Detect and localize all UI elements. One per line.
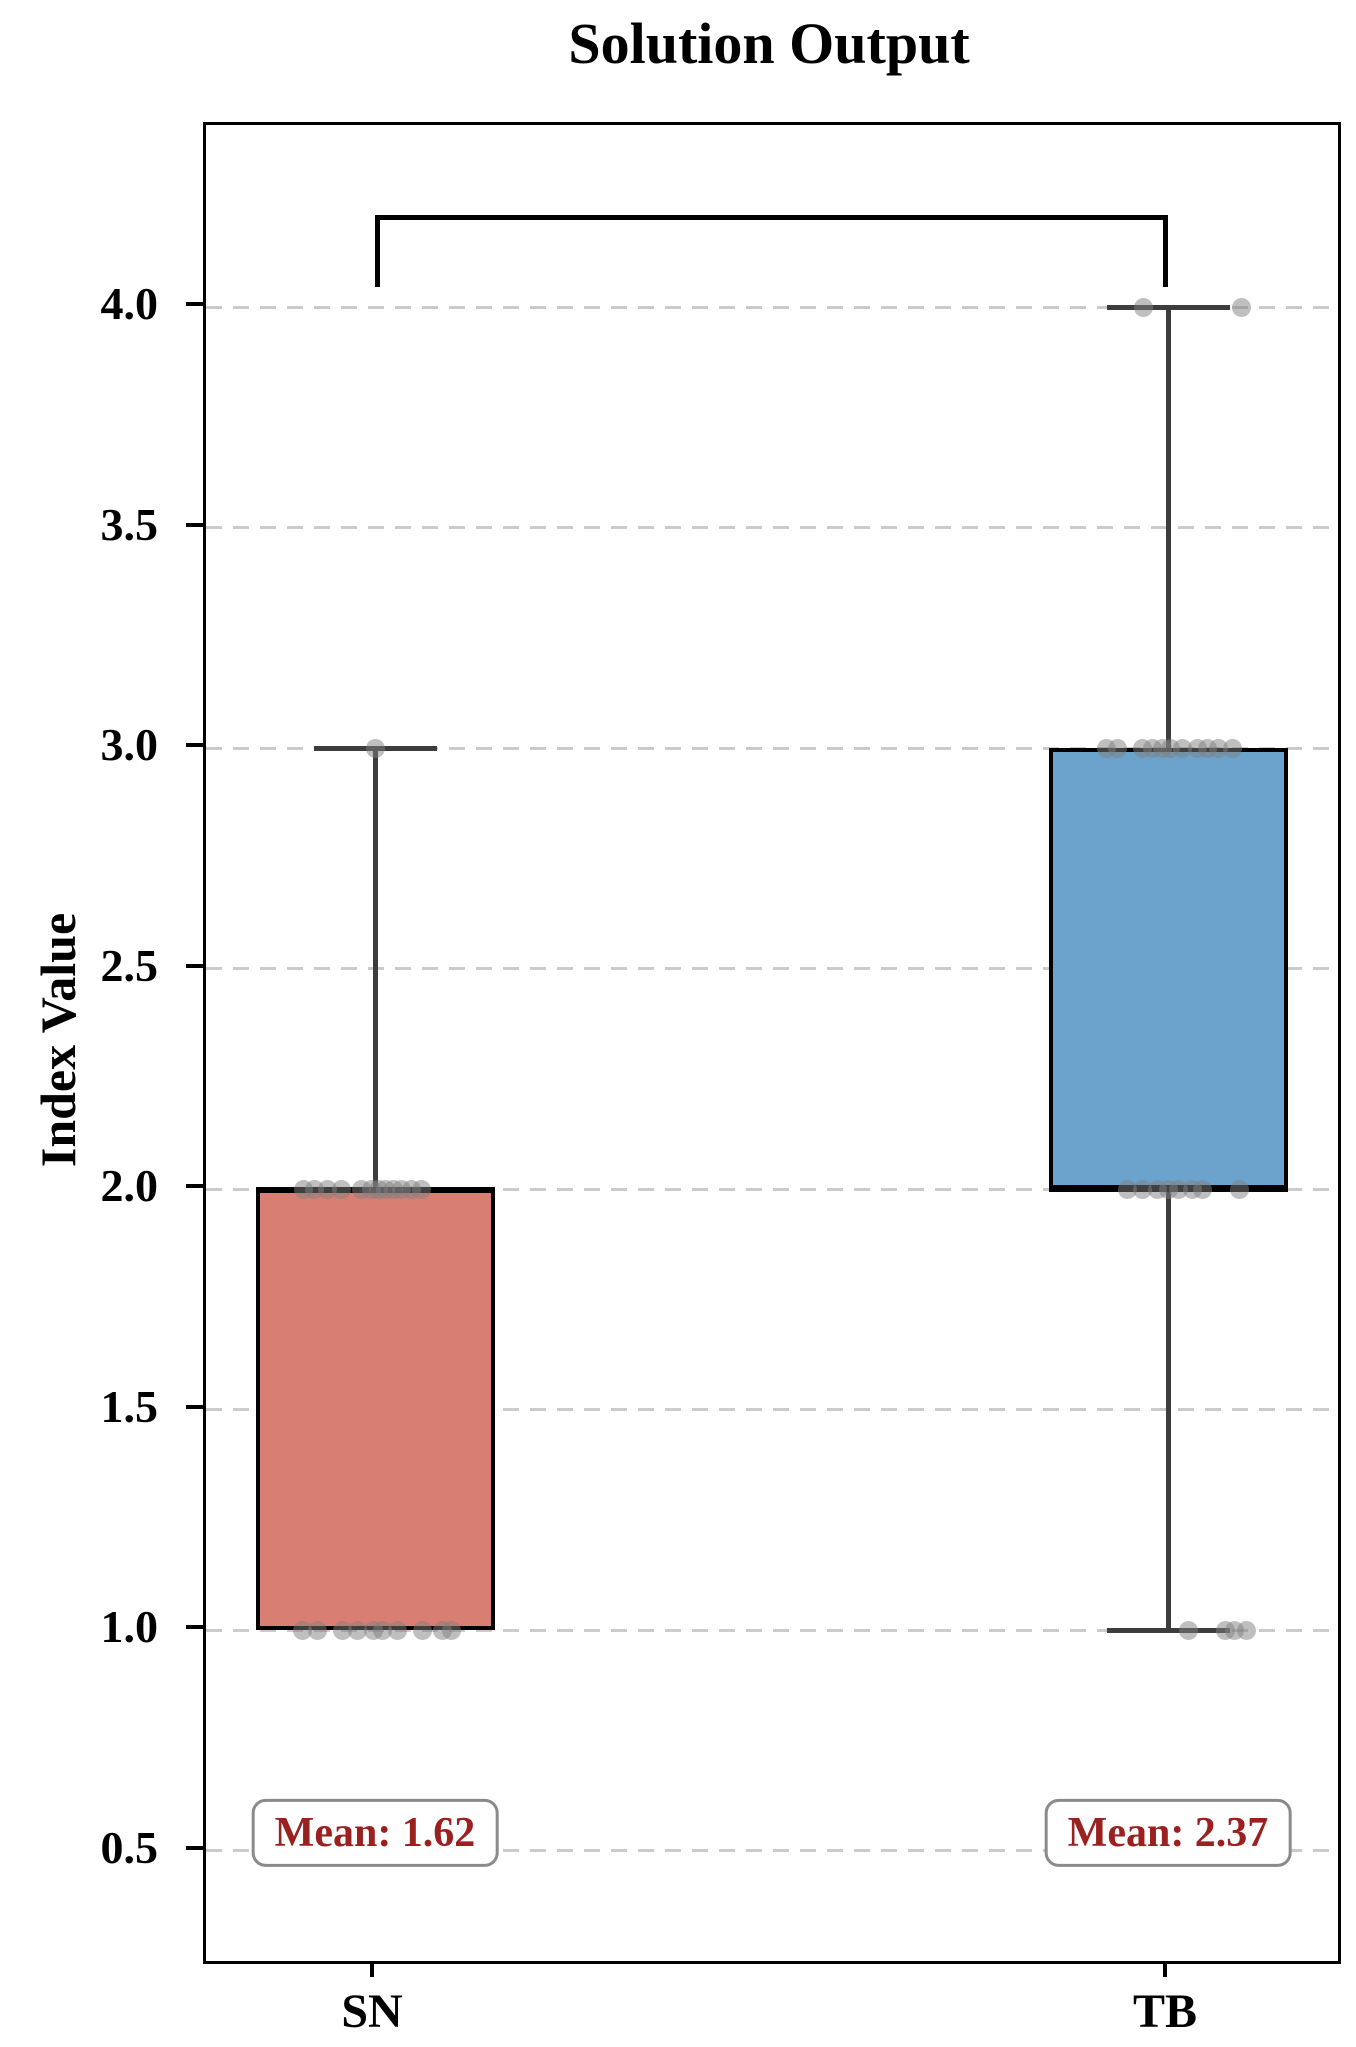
gridline xyxy=(206,1408,1338,1412)
jitter-point xyxy=(1178,1620,1198,1640)
x-tick-label-sn: SN xyxy=(341,1985,403,2038)
jitter-point xyxy=(411,1179,431,1199)
jitter-point xyxy=(412,1620,432,1640)
x-tick-label-tb: TB xyxy=(1132,1985,1198,2038)
jitter-point xyxy=(292,1620,312,1640)
whisker-stem xyxy=(1165,307,1171,749)
y-tick-mark xyxy=(186,1404,206,1409)
jitter-point xyxy=(1231,297,1251,317)
whisker-cap xyxy=(1106,304,1230,310)
jitter-point xyxy=(441,1620,461,1640)
gridline xyxy=(206,305,1338,309)
box-sn xyxy=(255,1189,495,1631)
jitter-point xyxy=(1192,1179,1212,1199)
whisker-cap xyxy=(1106,1627,1230,1633)
jitter-point xyxy=(317,1179,337,1199)
jitter-point xyxy=(1132,1179,1152,1199)
y-tick-label: 4.0 xyxy=(100,278,159,330)
gridline xyxy=(206,746,1338,750)
jitter-point xyxy=(1236,1620,1256,1640)
gridline xyxy=(206,1187,1338,1191)
plot-area: Mean: 1.62 Mean: 2.37 xyxy=(203,122,1341,1964)
jitter-point xyxy=(331,1179,351,1199)
jitter-point xyxy=(332,1620,352,1640)
y-tick-label: 0.5 xyxy=(100,1821,159,1873)
chart-title: Solution Output xyxy=(568,11,970,76)
gridline xyxy=(206,967,1338,971)
whisker-stem xyxy=(372,748,378,1190)
x-tick-mark xyxy=(370,1961,374,1977)
jitter-point xyxy=(347,1620,367,1640)
x-tick-mark xyxy=(1163,1961,1167,1977)
mean-annotation-tb: Mean: 2.37 xyxy=(1044,1799,1292,1868)
jitter-point xyxy=(307,1620,327,1640)
y-tick-label: 1.0 xyxy=(100,1601,159,1653)
significance-bracket xyxy=(375,214,1168,288)
box-tb xyxy=(1048,748,1288,1190)
jitter-point xyxy=(1117,1179,1137,1199)
jitter-point xyxy=(1222,738,1242,758)
y-tick-mark xyxy=(186,1625,206,1630)
y-tick-label: 2.0 xyxy=(100,1160,159,1212)
y-tick-mark xyxy=(186,522,206,527)
jitter-point xyxy=(365,738,385,758)
jitter-point xyxy=(1172,738,1192,758)
y-tick-label: 3.5 xyxy=(100,498,159,550)
y-tick-mark xyxy=(186,1845,206,1850)
jitter-point xyxy=(1229,1179,1249,1199)
y-tick-mark xyxy=(186,963,206,968)
gridline xyxy=(206,1849,1338,1853)
y-tick-label: 2.5 xyxy=(100,939,159,991)
y-tick-mark xyxy=(186,1184,206,1189)
jitter-point xyxy=(1133,297,1153,317)
jitter-point xyxy=(1107,738,1127,758)
jitter-point xyxy=(1168,1179,1188,1199)
whisker-stem xyxy=(1165,1189,1171,1631)
jitter-point xyxy=(387,1620,407,1640)
y-tick-label: 1.5 xyxy=(100,1380,159,1432)
y-tick-mark xyxy=(186,302,206,307)
jitter-point xyxy=(1208,738,1228,758)
gridline xyxy=(206,526,1338,530)
jitter-point xyxy=(372,1620,392,1640)
y-tick-mark xyxy=(186,743,206,748)
y-tick-label: 3.0 xyxy=(100,719,159,771)
mean-annotation-sn: Mean: 1.62 xyxy=(251,1799,499,1868)
gridline xyxy=(206,1628,1338,1632)
